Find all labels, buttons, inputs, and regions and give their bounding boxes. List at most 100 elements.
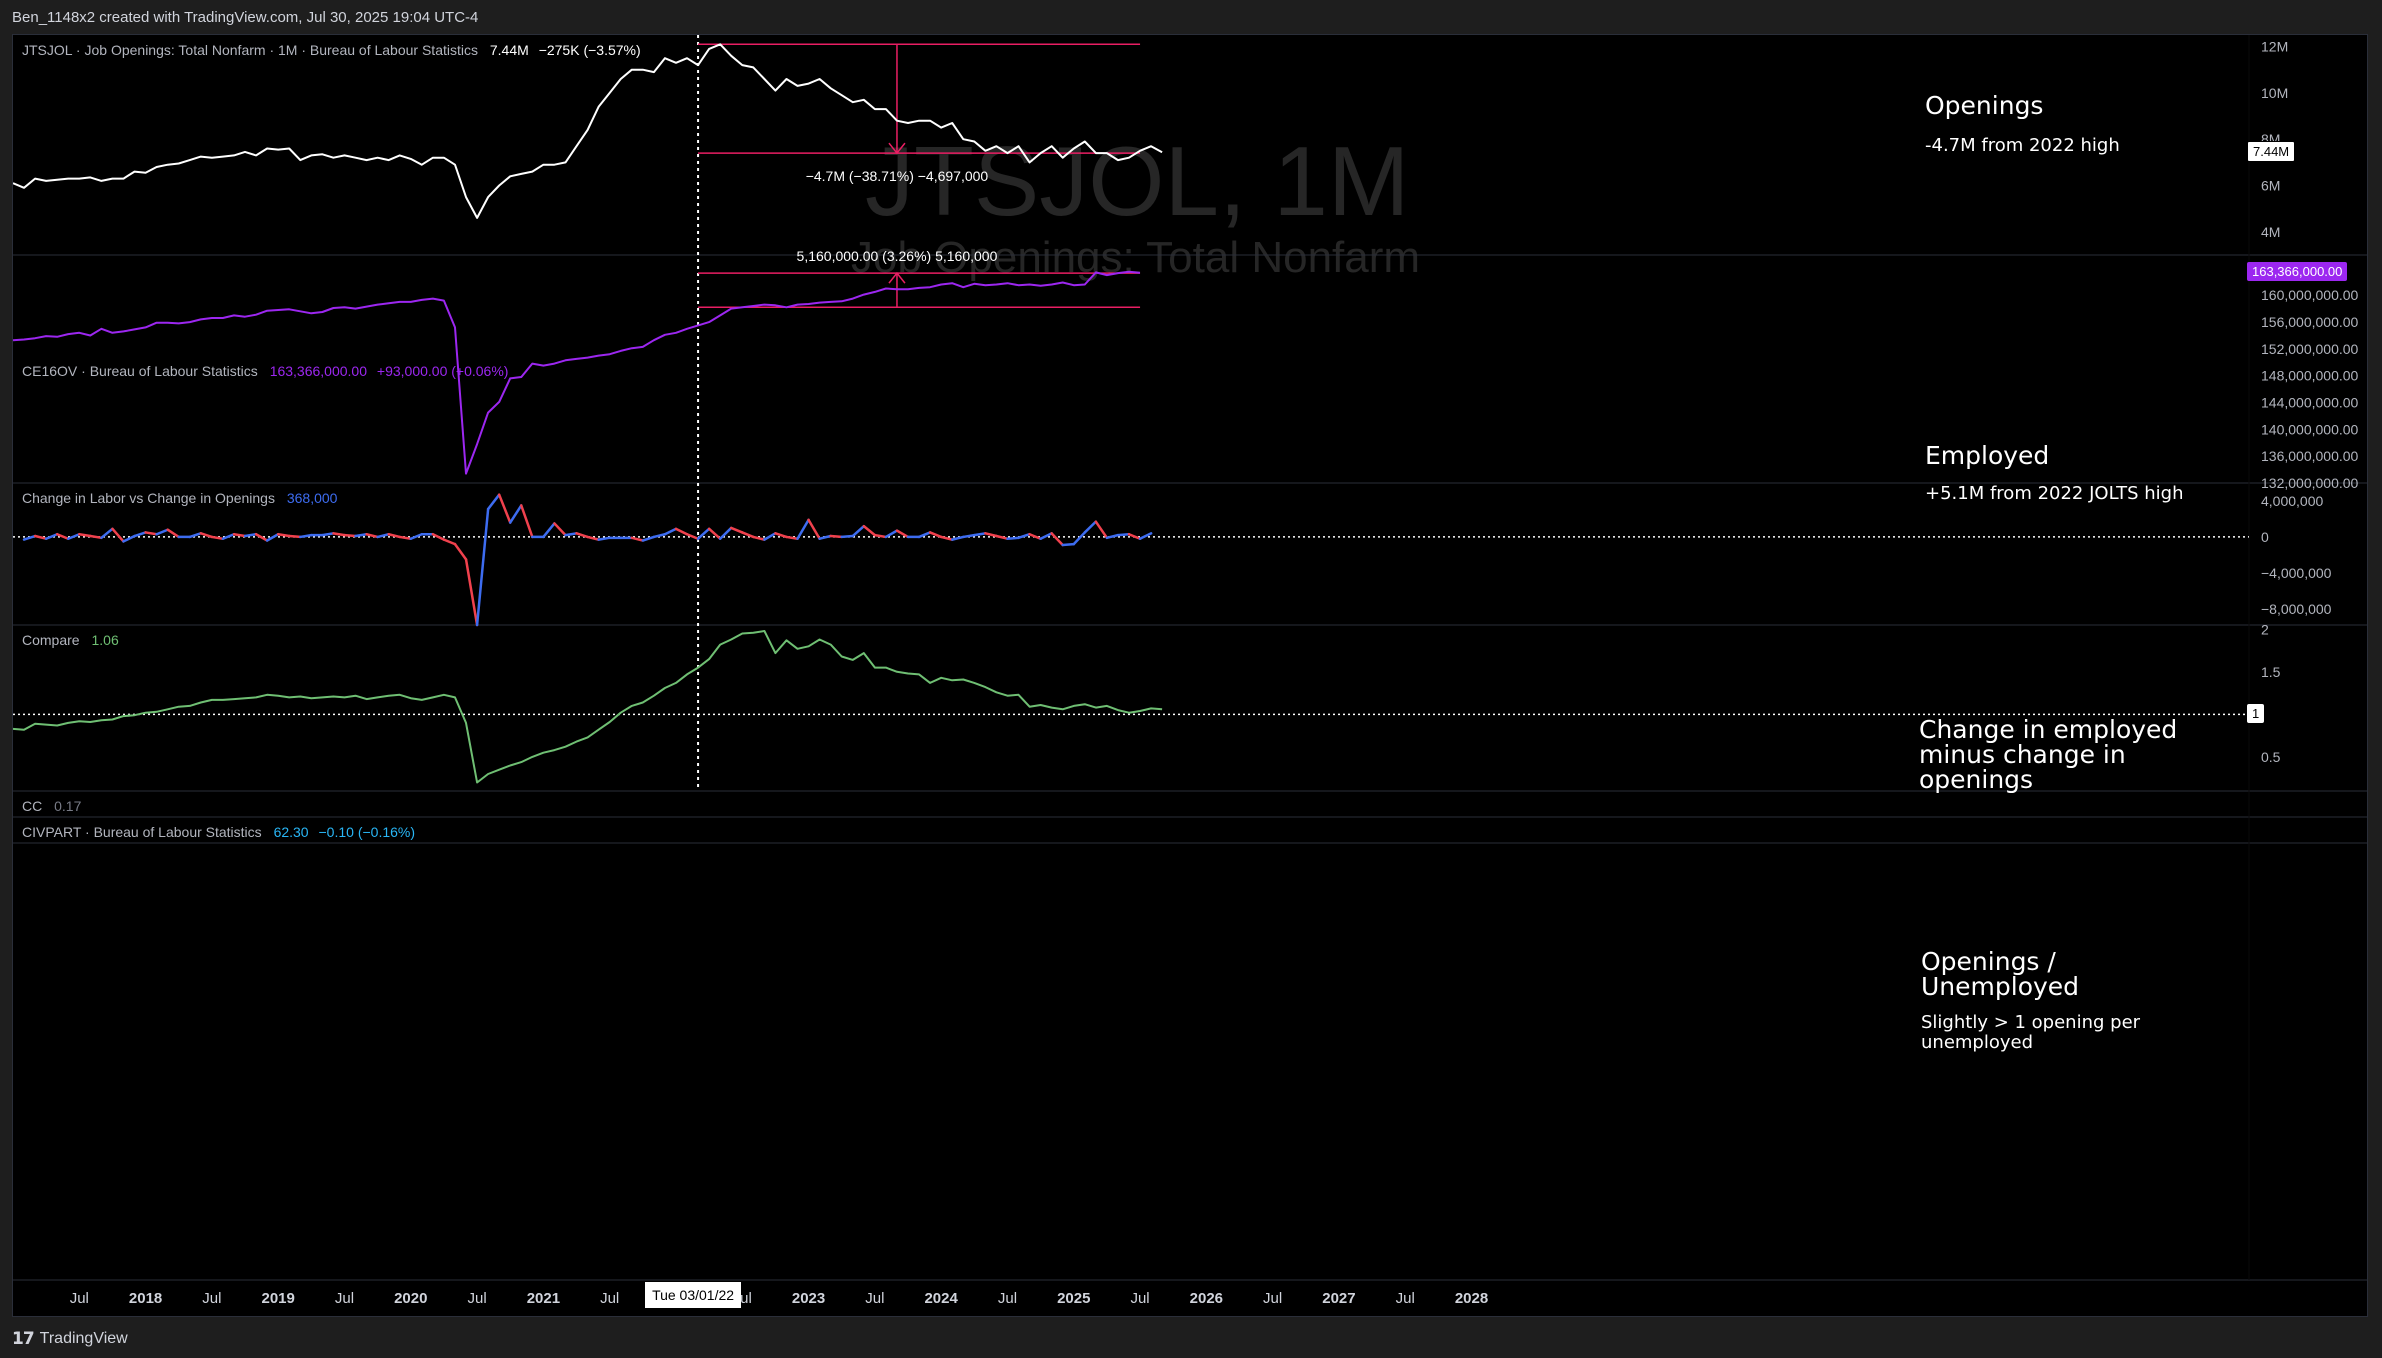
time-axis-label: Jul [1130,1290,1149,1307]
time-axis-label: 2027 [1322,1290,1355,1307]
chart-canvas[interactable]: 12M10M8M6M4M160,000,000.00156,000,000.00… [13,35,2367,1316]
time-axis-label: 2028 [1455,1290,1488,1307]
compare-legend[interactable]: Compare 1.06 [22,632,119,648]
change-line-segment [22,534,37,541]
time-axis-label: Jul [1396,1290,1415,1307]
change-line-segment [630,536,645,542]
time-axis-label: 2025 [1057,1290,1090,1307]
change-line-segment [1017,532,1031,540]
change-line-segment [464,558,479,627]
change-line-segment [343,533,357,538]
cc-legend[interactable]: CC 0.17 [22,798,81,814]
change-line-segment [100,527,114,540]
change-line-segment [718,526,733,540]
change-line-segment [232,532,247,538]
crosshair-date-label: Tue 03/01/22 [645,1282,742,1308]
employed-axis-label: 132,000,000.00 [2261,475,2359,491]
employed-axis-label: 136,000,000.00 [2261,448,2359,464]
change-line-segment [89,534,103,540]
change-line-segment [276,532,291,538]
employed-measure-arrowhead [888,271,906,284]
change-line-segment [1039,532,1053,540]
change-line-segment [553,522,567,537]
compare-axis-label: 1.5 [2261,664,2281,680]
openings-axis-label: 6M [2261,178,2280,194]
change-line-segment [199,532,214,539]
change-line-segment [829,534,843,539]
change-legend-symbol: Change in Labor vs Change in Openings [22,490,275,506]
change-line-segment [1116,532,1131,537]
compare-price-tag: 1 [2247,704,2265,724]
change-line-segment [431,532,446,541]
change-line-segment [111,527,125,543]
employed-note-sub: +5.1M from 2022 JOLTS high [1925,483,2184,504]
time-axis-label: 2020 [394,1290,427,1307]
time-axis-label: Jul [70,1290,89,1307]
openings-measure-arrowhead [888,142,906,155]
cc-legend-symbol: CC [22,798,43,814]
civpart-legend-value: 62.30 [273,824,309,840]
openings-axis-label: 10M [2261,85,2288,101]
tradingview-logo-icon: 𝟭𝟳 [12,1329,35,1348]
change-line-segment [807,518,821,540]
change-line-segment [741,531,755,539]
openings-line [13,43,1163,219]
symbol-watermark: JTSJOL, 1M [865,126,1410,236]
change-line-segment [840,534,855,539]
change-legend[interactable]: Change in Labor vs Change in Openings 36… [22,490,337,506]
change-note: Change in employed minus change in openi… [1919,717,2189,792]
change-line-segment [663,527,678,536]
change-line-segment [210,535,225,540]
change-line-segment [862,524,877,537]
change-line-segment [33,534,48,540]
change-line-segment [442,538,457,546]
change-line-segment [641,535,656,542]
change-line-segment [763,532,777,541]
time-axis-label: Jul [998,1290,1017,1307]
change-line-segment [995,534,1009,540]
change-line-segment [188,532,203,539]
time-axis-label: Jul [600,1290,619,1307]
openings-legend[interactable]: JTSJOL · Job Openings: Total Nonfarm · 1… [22,42,641,58]
change-line-segment [365,532,379,539]
chart-credit: Ben_1148x2 created with TradingView.com,… [12,8,479,26]
openings-legend-symbol: JTSJOL · Job Openings: Total Nonfarm · 1… [22,42,478,58]
change-line-segment [497,493,512,524]
time-axis-label: Jul [467,1290,486,1307]
employed-axis-label: 160,000,000.00 [2261,287,2359,303]
employed-axis-label: 144,000,000.00 [2261,395,2359,411]
chart-area[interactable]: JTSJOL, 1M Job Openings: Total Nonfarm 1… [12,34,2368,1317]
change-axis-label: 4,000,000 [2261,493,2323,509]
change-axis-label: −8,000,000 [2261,601,2332,617]
change-line-segment [685,532,700,540]
change-line-segment [166,528,180,539]
change-line-segment [398,535,413,540]
change-line-segment [453,542,468,561]
change-line-segment [1028,532,1042,540]
change-line-segment [387,532,401,539]
chart-credit-bar: Ben_1148x2 created with TradingView.com,… [0,0,2382,34]
employed-note-title: Employed [1925,441,2050,470]
change-line-segment [1050,532,1064,547]
change-line-segment [542,522,556,539]
change-line-segment [586,535,600,541]
change-line-segment [973,532,987,537]
civpart-legend[interactable]: CIVPART · Bureau of Labour Statistics 62… [22,824,415,840]
compare-note-sub: Slightly > 1 opening per unemployed [1921,1012,2141,1053]
change-legend-value: 368,000 [286,490,338,506]
change-line-segment [1127,532,1142,540]
employed-note: Employed +5.1M from 2022 JOLTS high [1925,443,2184,504]
compare-note-title: Openings / Unemployed [1921,947,2080,1001]
compare-legend-value: 1.06 [91,632,119,648]
employed-legend[interactable]: CE16OV · Bureau of Labour Statistics 163… [22,363,508,379]
change-line-segment [774,532,788,539]
change-line-segment [962,533,976,539]
change-line-segment [1094,520,1109,540]
change-line-segment [707,527,722,540]
civpart-legend-change: −0.10 (−0.16%) [318,824,416,840]
change-line-segment [696,527,711,540]
change-line-segment [950,535,965,541]
employed-axis-label: 152,000,000.00 [2261,341,2359,357]
compare-legend-symbol: Compare [22,632,80,648]
footer-brand: TradingView [39,1330,128,1347]
